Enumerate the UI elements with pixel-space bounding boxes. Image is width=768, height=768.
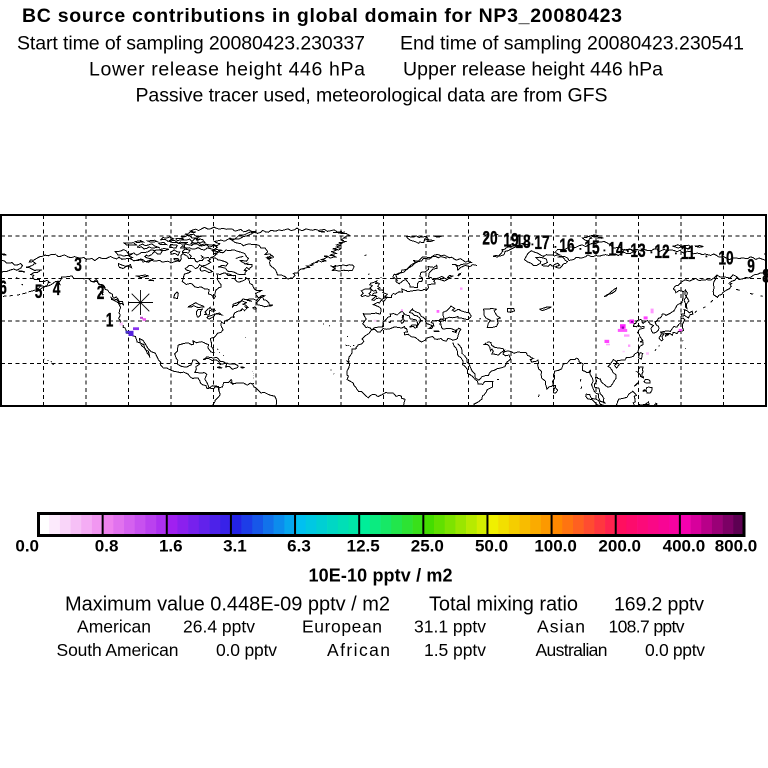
svg-text:169.2 pptv: 169.2 pptv bbox=[614, 594, 704, 616]
svg-text:European: European bbox=[302, 617, 382, 637]
svg-text:Australian: Australian bbox=[536, 640, 608, 660]
svg-text:10E-10 pptv / m2: 10E-10 pptv / m2 bbox=[309, 566, 453, 586]
svg-text:12.5: 12.5 bbox=[347, 537, 380, 556]
svg-text:20: 20 bbox=[482, 227, 497, 249]
svg-text:African: African bbox=[327, 640, 390, 660]
svg-text:100.0: 100.0 bbox=[534, 537, 577, 556]
svg-text:6.3: 6.3 bbox=[287, 537, 311, 556]
svg-text:American: American bbox=[77, 617, 151, 637]
svg-text:200.0: 200.0 bbox=[598, 537, 641, 556]
svg-text:9: 9 bbox=[747, 255, 755, 277]
svg-text:1.5 pptv: 1.5 pptv bbox=[424, 640, 486, 660]
svg-text:4: 4 bbox=[53, 278, 61, 300]
svg-text:800.0: 800.0 bbox=[715, 537, 758, 556]
svg-text:25.0: 25.0 bbox=[411, 537, 444, 556]
svg-text:BC source contributions in gl: BC source contributions in global domain… bbox=[22, 5, 622, 27]
svg-text:11: 11 bbox=[681, 242, 695, 264]
svg-text:8: 8 bbox=[762, 265, 768, 287]
svg-text:19: 19 bbox=[503, 229, 518, 251]
svg-text:15: 15 bbox=[584, 237, 599, 259]
svg-text:Upper release height 446 hPa: Upper release height 446 hPa bbox=[403, 59, 663, 81]
svg-text:6: 6 bbox=[0, 277, 7, 299]
svg-text:Passive tracer used, meteorolo: Passive tracer used, meteorological data… bbox=[136, 85, 608, 107]
svg-text:5: 5 bbox=[35, 281, 43, 303]
svg-text:3: 3 bbox=[74, 254, 82, 276]
svg-text:End time of sampling 20080423.: End time of sampling 20080423.230541 bbox=[400, 33, 744, 55]
svg-text:10: 10 bbox=[718, 247, 733, 269]
svg-text:50.0: 50.0 bbox=[475, 537, 508, 556]
svg-text:Lower release height 446 hPa: Lower release height 446 hPa bbox=[89, 59, 365, 81]
svg-text:Total mixing ratio: Total mixing ratio bbox=[429, 594, 578, 616]
svg-text:0.0: 0.0 bbox=[15, 537, 39, 556]
svg-text:17: 17 bbox=[534, 232, 549, 254]
svg-text:Asian: Asian bbox=[537, 617, 585, 637]
svg-text:18: 18 bbox=[515, 231, 530, 253]
svg-text:3.1: 3.1 bbox=[223, 537, 247, 556]
svg-text:26.4 pptv: 26.4 pptv bbox=[183, 617, 255, 637]
svg-text:16: 16 bbox=[559, 235, 574, 257]
svg-text:400.0: 400.0 bbox=[663, 537, 706, 556]
svg-text:108.7 pptv: 108.7 pptv bbox=[609, 617, 685, 637]
svg-text:Maximum value 0.448E-09 pptv: Maximum value 0.448E-09 pptv / m2 bbox=[65, 594, 390, 616]
svg-text:South American: South American bbox=[57, 640, 179, 660]
svg-text:2: 2 bbox=[97, 282, 105, 304]
svg-text:0.8: 0.8 bbox=[95, 537, 119, 556]
svg-text:14: 14 bbox=[608, 238, 624, 260]
svg-text:1: 1 bbox=[106, 309, 114, 331]
svg-text:Start time of sampling 2008042: Start time of sampling 20080423.230337 bbox=[17, 33, 365, 55]
svg-text:31.1 pptv: 31.1 pptv bbox=[414, 617, 486, 637]
svg-text:0.0 pptv: 0.0 pptv bbox=[645, 640, 705, 660]
svg-text:12: 12 bbox=[654, 241, 669, 263]
svg-text:0.0 pptv: 0.0 pptv bbox=[216, 640, 277, 660]
svg-text:13: 13 bbox=[630, 240, 645, 262]
svg-text:1.6: 1.6 bbox=[159, 537, 183, 556]
